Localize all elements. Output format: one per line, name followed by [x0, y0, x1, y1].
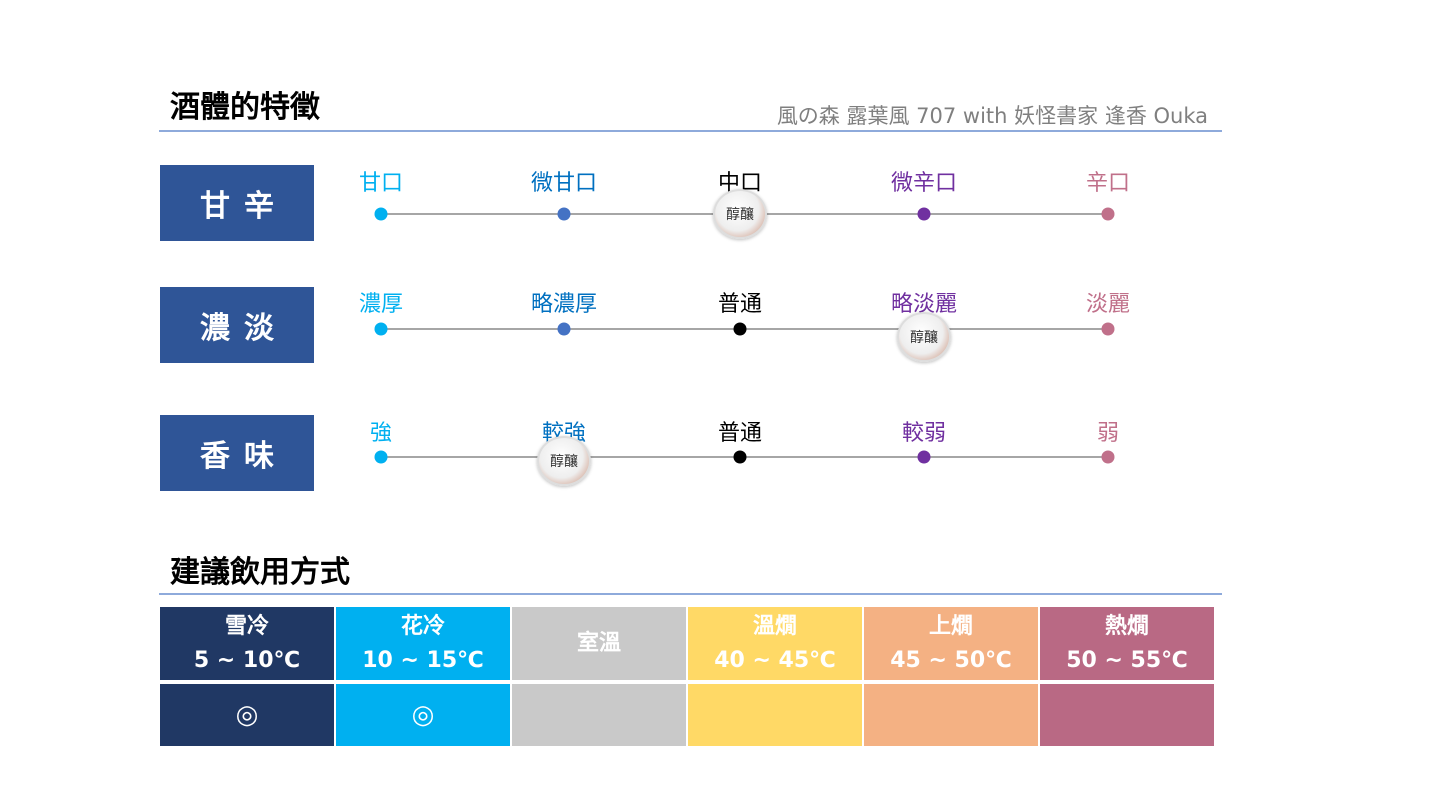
serving-header-cell: 溫燗 40 ~ 45℃ [688, 607, 862, 680]
scale-dot [917, 207, 931, 221]
credit-text: 風の森 露葉風 707 with 妖怪書家 逢香 Ouka [776, 104, 1208, 128]
serving-range: 45 ~ 50℃ [890, 647, 1012, 673]
scale-label: 淡麗 [1085, 292, 1131, 317]
serving-name: 熱燗 [1104, 613, 1149, 639]
serving-header-cell: 熱燗 50 ~ 55℃ [1040, 607, 1214, 680]
selected-marker-icon: 醇釀 [537, 436, 591, 486]
scale-label: 弱 [1096, 421, 1120, 446]
divider [159, 130, 1222, 132]
category-label: 濃淡 [160, 287, 314, 363]
serving-recommendation-cell [688, 684, 862, 746]
serving-recommendation-cell [1040, 684, 1214, 746]
serving-range: 50 ~ 55℃ [1066, 647, 1188, 673]
scale-dot [733, 322, 747, 336]
scale-label: 微甘口 [530, 171, 598, 196]
serving-header-cell: 花冷 10 ~ 15℃ [336, 607, 510, 680]
serving-recommendation-cell: ◎ [160, 684, 334, 746]
section-title-characteristics: 酒體的特徵 [170, 90, 320, 125]
scale-dot [557, 207, 571, 221]
serving-range: 10 ~ 15℃ [362, 647, 484, 673]
scale-dot [1101, 207, 1115, 221]
serving-header-cell: 雪冷 5 ~ 10℃ [160, 607, 334, 680]
scale-label: 辛口 [1085, 171, 1131, 196]
section-title-serving: 建議飲用方式 [170, 555, 350, 590]
scale-label: 微辛口 [890, 171, 958, 196]
serving-range: 40 ~ 45℃ [714, 647, 836, 673]
recommended-mark: ◎ [235, 700, 259, 730]
selected-marker-icon: 醇釀 [897, 312, 951, 362]
scale-dot [374, 322, 388, 336]
serving-name: 室溫 [576, 630, 621, 656]
serving-header-cell: 室溫 [512, 607, 686, 680]
serving-name: 花冷 [400, 613, 445, 639]
serving-name: 溫燗 [752, 613, 797, 639]
serving-recommendation-cell: ◎ [336, 684, 510, 746]
scale-label: 略濃厚 [530, 292, 598, 317]
serving-range: 5 ~ 10℃ [193, 647, 301, 673]
scale-dot [557, 322, 571, 336]
scale-label: 強 [369, 421, 393, 446]
scale-dot [374, 450, 388, 464]
scale-label: 甘口 [358, 171, 404, 196]
scale-dot [374, 207, 388, 221]
serving-temperature-table: 雪冷 5 ~ 10℃ 花冷 10 ~ 15℃ 室溫 溫燗 40 ~ 45℃ 上燗 45 ~ 50… [160, 607, 1214, 746]
scale-label: 普通 [717, 292, 763, 317]
scale-label: 濃厚 [358, 292, 404, 317]
serving-name: 上燗 [928, 613, 973, 639]
scale-dot [1101, 322, 1115, 336]
serving-recommendation-cell [864, 684, 1038, 746]
category-label: 甘辛 [160, 165, 314, 241]
serving-name: 雪冷 [224, 613, 269, 639]
recommended-mark: ◎ [411, 700, 435, 730]
scale-label: 較弱 [901, 421, 947, 446]
scale-dot [1101, 450, 1115, 464]
serving-header-cell: 上燗 45 ~ 50℃ [864, 607, 1038, 680]
scale-dot [917, 450, 931, 464]
divider [159, 593, 1222, 595]
selected-marker-icon: 醇釀 [713, 189, 767, 239]
category-label: 香味 [160, 415, 314, 491]
scale-dot [733, 450, 747, 464]
scale-label: 普通 [717, 421, 763, 446]
serving-recommendation-cell [512, 684, 686, 746]
